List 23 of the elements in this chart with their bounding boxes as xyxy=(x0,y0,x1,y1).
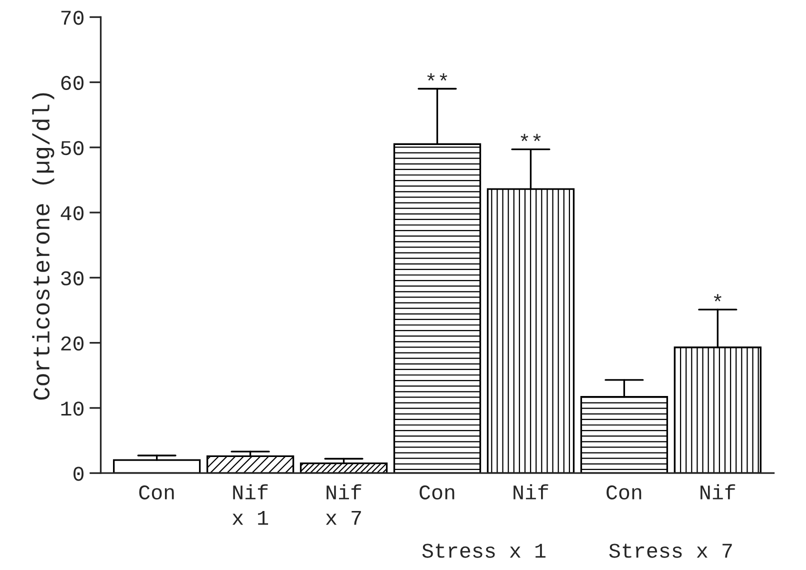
x-tick-label: Con xyxy=(420,485,454,500)
data-label: * xyxy=(714,294,722,302)
x-tick-label: Nif x 1 xyxy=(232,484,268,525)
y-tick-label: 60 xyxy=(61,76,84,90)
x-tick-label: Nif xyxy=(700,484,736,500)
data-label: ** xyxy=(520,134,541,142)
y-tick-label: 40 xyxy=(60,206,84,220)
y-tick-label: 20 xyxy=(61,336,84,351)
y-tick-label: 10 xyxy=(61,402,84,416)
x-tick-label: Con xyxy=(606,485,642,500)
x-tick-label: Nif x 7 xyxy=(326,484,362,525)
y-tick-label: 50 xyxy=(61,141,84,156)
x-tick-label: Nif xyxy=(514,484,548,500)
data-label: ** xyxy=(427,73,448,81)
text: Stress x 7 xyxy=(609,544,732,558)
bar xyxy=(300,462,388,474)
y-axis-title: Corticosterone (µg/dl) xyxy=(32,93,54,400)
bar xyxy=(206,455,294,474)
y-tick-label: 70 xyxy=(61,10,84,25)
y-tick-label: 0 xyxy=(74,466,84,481)
x-tick-label: Con xyxy=(139,485,174,500)
y-tick-label: 30 xyxy=(61,271,84,286)
text: Stress x 1 xyxy=(422,544,546,558)
